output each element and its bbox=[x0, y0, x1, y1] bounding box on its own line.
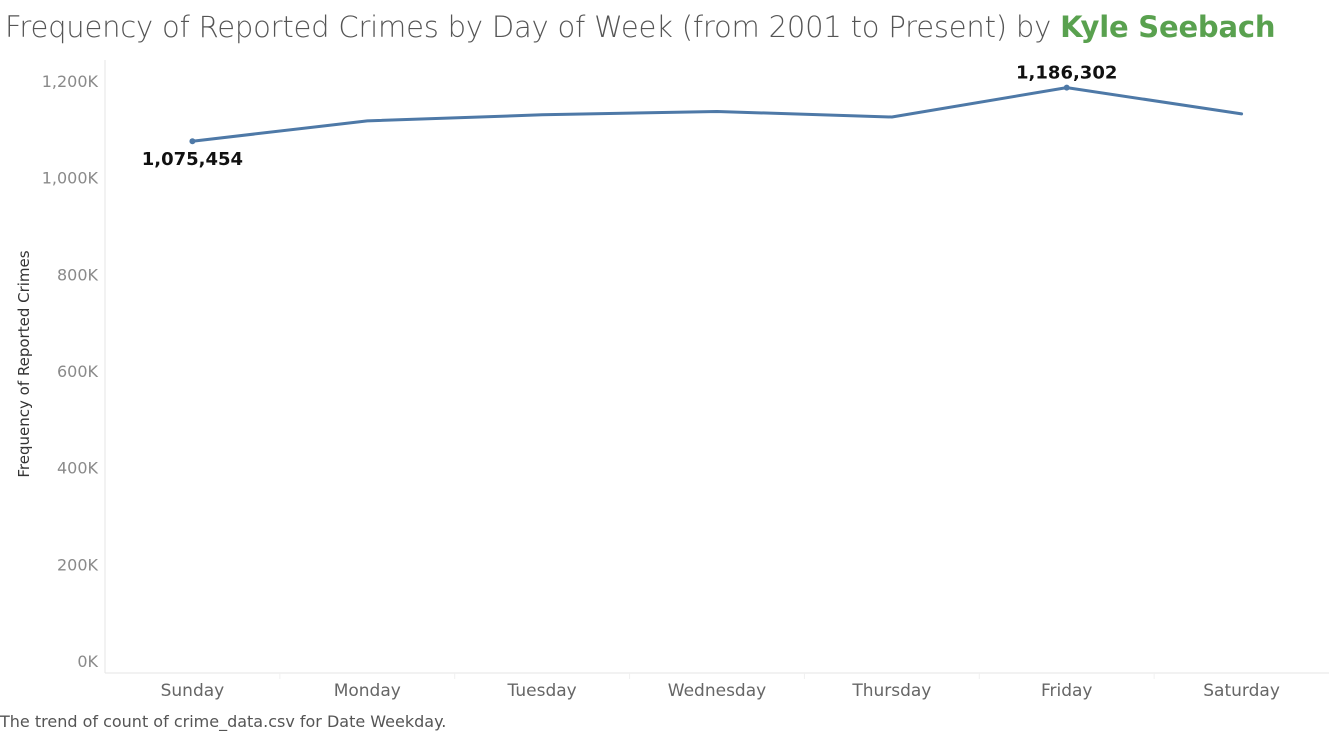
y-tick-label: 1,200K bbox=[42, 72, 99, 91]
chart-title: Frequency of Reported Crimes by Day of W… bbox=[5, 10, 1275, 44]
y-tick-label: 1,000K bbox=[42, 169, 99, 188]
data-label: 1,075,454 bbox=[142, 149, 243, 170]
chart-caption: The trend of count of crime_data.csv for… bbox=[0, 712, 447, 731]
chart-title-main: Frequency of Reported Crimes by Day of W… bbox=[5, 10, 1061, 44]
y-tick-label: 400K bbox=[57, 459, 99, 478]
data-point bbox=[189, 138, 196, 145]
y-tick-label: 600K bbox=[57, 362, 99, 381]
x-tick-label: Friday bbox=[1041, 681, 1093, 701]
data-label: 1,186,302 bbox=[1016, 63, 1117, 84]
x-tick-label: Wednesday bbox=[668, 681, 766, 701]
y-tick-label: 800K bbox=[57, 265, 99, 284]
data-point bbox=[1063, 84, 1070, 91]
x-tick-label: Sunday bbox=[161, 681, 225, 701]
y-tick-label: 200K bbox=[57, 555, 99, 574]
x-tick-label: Tuesday bbox=[507, 681, 577, 701]
series-line bbox=[190, 86, 1244, 143]
x-tick-label: Thursday bbox=[851, 681, 931, 701]
x-tick-label: Monday bbox=[334, 681, 401, 701]
x-tick-label: Saturday bbox=[1203, 681, 1280, 701]
chart-title-author: Kyle Seebach bbox=[1060, 10, 1276, 44]
y-tick-label: 0K bbox=[77, 652, 98, 671]
